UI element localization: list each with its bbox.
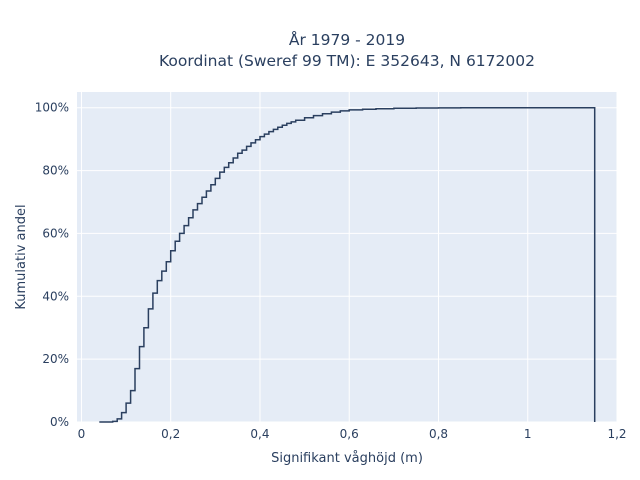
chart-title-line-2: Koordinat (Sweref 99 TM): E 352643, N 61… <box>159 52 535 70</box>
y-tick-label: 80% <box>42 164 69 178</box>
y-axis-title: Kumulativ andel <box>14 204 29 309</box>
tick-label-layer: 0 0,2 0,4 0,6 0,8 1 1,2 0% 20% 40% 60% 80% 100% <box>35 101 627 441</box>
ecdf-step-line <box>99 106 596 423</box>
x-tick-label: 0,8 <box>429 427 448 441</box>
x-tick-label: 0,4 <box>250 427 269 441</box>
chart-title-line-1: År 1979 - 2019 <box>289 30 405 49</box>
y-tick-label: 20% <box>42 352 69 366</box>
x-axis-title: Signifikant våghöjd (m) <box>271 451 423 466</box>
x-tick-label: 0,2 <box>161 427 180 441</box>
x-tick-label: 1 <box>524 427 532 441</box>
plot-area <box>77 92 617 422</box>
x-tick-label: 0,6 <box>340 427 359 441</box>
y-tick-label: 0% <box>50 415 69 429</box>
x-tick-label: 0 <box>78 427 86 441</box>
y-tick-label: 40% <box>42 289 69 303</box>
y-tick-label: 100% <box>35 101 69 115</box>
x-tick-label: 1,2 <box>607 427 626 441</box>
y-tick-label: 60% <box>42 226 69 240</box>
